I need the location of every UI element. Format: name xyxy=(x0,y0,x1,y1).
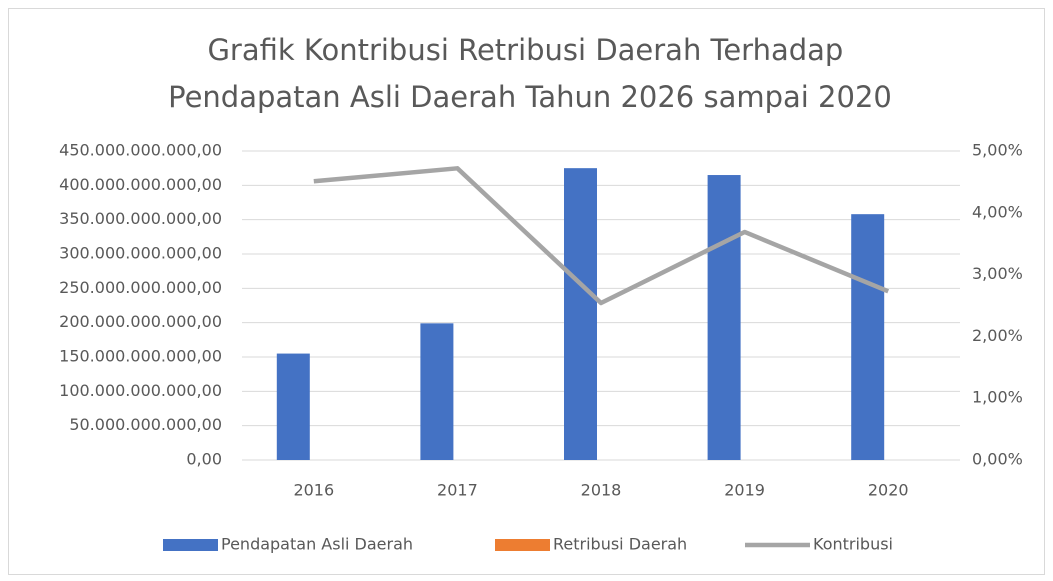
y-tick-label: 350.000.000.000,00 xyxy=(59,209,222,228)
x-tick-label: 2019 xyxy=(724,481,765,500)
y-tick-label: 50.000.000.000,00 xyxy=(69,415,222,434)
legend-swatch xyxy=(163,539,218,551)
title-line: Grafik Kontribusi Retribusi Daerah Terha… xyxy=(207,33,843,67)
bar xyxy=(707,175,741,461)
bar xyxy=(276,353,310,460)
y-tick-label: 400.000.000.000,00 xyxy=(59,175,222,194)
title-line: Pendapatan Asli Daerah Tahun 2026 sampai… xyxy=(168,80,892,114)
x-tick-label: 2016 xyxy=(293,481,334,500)
bar xyxy=(420,323,454,460)
y-tick-label: 300.000.000.000,00 xyxy=(59,244,222,263)
y2-tick-label: 5,00% xyxy=(972,141,1023,160)
bar xyxy=(851,214,885,460)
y-tick-label: 250.000.000.000,00 xyxy=(59,278,222,297)
legend-label: Kontribusi xyxy=(813,535,893,554)
x-tick-label: 2018 xyxy=(581,481,622,500)
y-tick-label: 150.000.000.000,00 xyxy=(59,347,222,366)
legend-label: Pendapatan Asli Daerah xyxy=(221,535,413,554)
y-tick-label: 200.000.000.000,00 xyxy=(59,312,222,331)
y-tick-label: 0,00 xyxy=(186,450,222,469)
y2-tick-label: 1,00% xyxy=(972,388,1023,407)
y-tick-label: 100.000.000.000,00 xyxy=(59,381,222,400)
line-series xyxy=(313,166,890,306)
y2-tick-label: 3,00% xyxy=(972,264,1023,283)
chart-title: Grafik Kontribusi Retribusi Daerah Terha… xyxy=(168,33,892,114)
y-tick-label: 450.000.000.000,00 xyxy=(59,141,222,160)
x-tick-label: 2020 xyxy=(868,481,909,500)
y2-tick-label: 0,00% xyxy=(972,450,1023,469)
legend-label: Retribusi Daerah xyxy=(553,535,687,554)
bar xyxy=(564,168,597,460)
legend-swatch xyxy=(495,539,550,551)
y2-tick-label: 4,00% xyxy=(972,202,1023,221)
y2-tick-label: 2,00% xyxy=(972,326,1023,345)
x-tick-label: 2017 xyxy=(437,481,478,500)
